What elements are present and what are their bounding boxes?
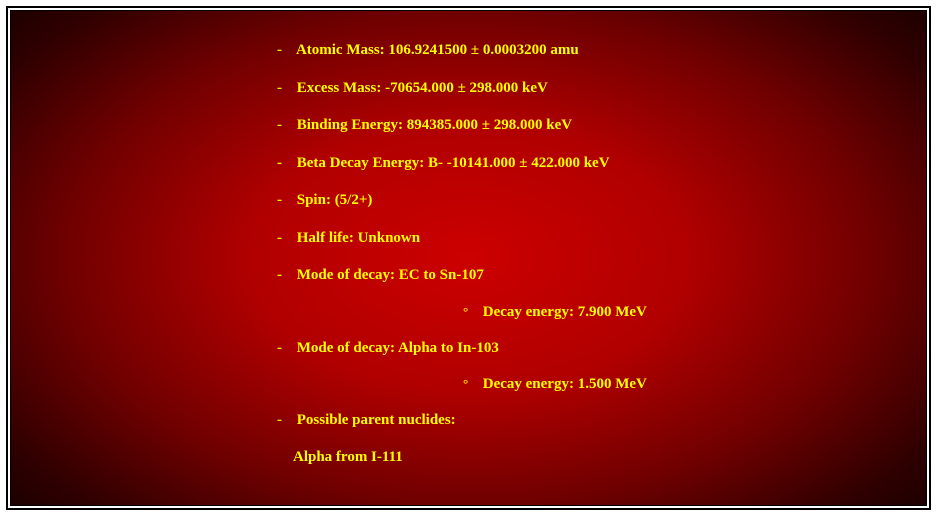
bullet-degree: ° [463, 304, 479, 320]
parent-alpha-label: Alpha from I-111 [293, 449, 403, 465]
property-row: - Beta Decay Energy: B- -10141.000 ± 422… [277, 154, 926, 174]
spin-label: Spin: (5/2+) [297, 192, 373, 208]
binding-energy-label: Binding Energy: 894385.000 ± 298.000 keV [297, 117, 572, 133]
half-life-label: Half life: Unknown [297, 230, 420, 246]
property-row: - Spin: (5/2+) [277, 191, 926, 211]
bullet-degree: ° [463, 376, 479, 392]
bullet-dash: - [277, 191, 293, 211]
bullet-dash: - [277, 79, 293, 99]
sub-property-row: ° Decay energy: 1.500 MeV [277, 376, 926, 393]
bullet-dash: - [277, 41, 293, 61]
property-row: - Mode of decay: EC to Sn-107 [277, 266, 926, 286]
decay-energy-ec-label: Decay energy: 7.900 MeV [483, 304, 647, 320]
decay-mode-ec-label: Mode of decay: EC to Sn-107 [297, 267, 484, 283]
child-property-row: Alpha from I-111 [277, 449, 926, 466]
decay-mode-alpha-label: Mode of decay: Alpha to In-103 [297, 340, 499, 356]
bullet-dash: - [277, 339, 293, 359]
property-row: - Possible parent nuclides: [277, 411, 926, 431]
parent-nuclides-label: Possible parent nuclides: [297, 412, 456, 428]
bullet-dash: - [277, 116, 293, 136]
property-row: - Binding Energy: 894385.000 ± 298.000 k… [277, 116, 926, 136]
inner-frame: - Atomic Mass: 106.9241500 ± 0.0003200 a… [10, 10, 927, 506]
atomic-mass-label: Atomic Mass: 106.9241500 ± 0.0003200 amu [296, 42, 579, 58]
outer-frame: - Atomic Mass: 106.9241500 ± 0.0003200 a… [6, 6, 931, 510]
property-row: - Mode of decay: Alpha to In-103 [277, 339, 926, 359]
beta-decay-energy-label: Beta Decay Energy: B- -10141.000 ± 422.0… [297, 155, 610, 171]
property-row: - Atomic Mass: 106.9241500 ± 0.0003200 a… [277, 41, 926, 61]
property-row: - Excess Mass: -70654.000 ± 298.000 keV [277, 79, 926, 99]
property-row: - Half life: Unknown [277, 229, 926, 249]
bullet-dash: - [277, 154, 293, 174]
sub-property-row: ° Decay energy: 7.900 MeV [277, 304, 926, 321]
excess-mass-label: Excess Mass: -70654.000 ± 298.000 keV [297, 80, 548, 96]
bullet-dash: - [277, 229, 293, 249]
decay-energy-alpha-label: Decay energy: 1.500 MeV [483, 376, 647, 392]
nuclide-data-content: - Atomic Mass: 106.9241500 ± 0.0003200 a… [11, 41, 926, 466]
bullet-dash: - [277, 266, 293, 286]
bullet-dash: - [277, 411, 293, 431]
